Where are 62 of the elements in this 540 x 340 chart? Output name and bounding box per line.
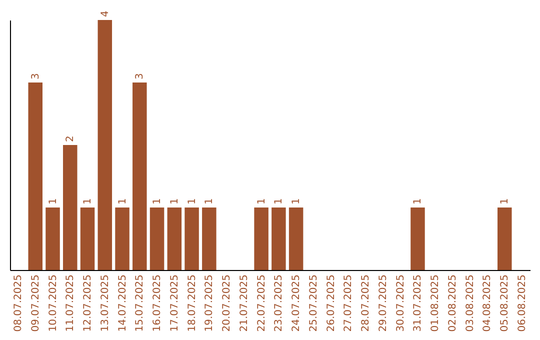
bar: [254, 208, 268, 270]
x-tick-label: 31.07.2025: [412, 274, 424, 332]
bar: [115, 208, 130, 270]
x-tick-label: 25.07.2025: [308, 274, 320, 332]
data-label: 1: [256, 198, 268, 204]
bar: [202, 208, 216, 270]
bar: [410, 208, 425, 270]
data-label: 1: [152, 198, 164, 204]
bar: [272, 208, 286, 270]
x-tick-label: 21.07.2025: [238, 274, 250, 332]
bar: [167, 208, 182, 270]
x-tick-label: 27.07.2025: [343, 274, 354, 332]
data-label: 1: [48, 198, 59, 204]
data-label: 1: [186, 198, 198, 204]
x-tick-label: 26.07.2025: [326, 274, 337, 332]
x-tick-label: 11.07.2025: [65, 274, 76, 332]
x-tick-label: 03.08.2025: [464, 274, 476, 332]
data-label: 2: [65, 136, 76, 142]
x-tick-label: 14.07.2025: [117, 274, 128, 332]
x-tick-label: 01.08.2025: [430, 274, 442, 332]
x-tick-label: 12.07.2025: [82, 274, 94, 332]
bar: [80, 208, 95, 270]
x-tick-label: 05.08.2025: [500, 274, 511, 332]
bar: [28, 82, 42, 270]
x-tick-label: 09.07.2025: [30, 274, 42, 332]
data-label: 1: [204, 198, 216, 204]
x-tick-label: 18.07.2025: [186, 274, 198, 332]
x-tick-label: 06.08.2025: [517, 274, 528, 332]
data-label: 4: [100, 10, 111, 17]
x-tick-label: 16.07.2025: [152, 274, 164, 332]
bar: [498, 208, 512, 270]
bar: [63, 145, 78, 270]
bar: [288, 208, 304, 270]
data-label: 1: [274, 198, 285, 204]
x-tick-label: 10.07.2025: [48, 274, 59, 332]
data-label: 1: [500, 198, 511, 204]
x-tick-label: 24.07.2025: [291, 274, 302, 332]
x-tick-label: 29.07.2025: [378, 274, 389, 332]
x-tick-label: 13.07.2025: [100, 274, 111, 332]
data-label: 1: [117, 198, 128, 204]
bar: [98, 20, 112, 270]
data-label: 1: [169, 198, 180, 204]
data-label: 3: [134, 73, 146, 80]
x-tick-label: 30.07.2025: [395, 274, 406, 332]
x-tick-label: 23.07.2025: [274, 274, 285, 332]
bar: [150, 208, 164, 270]
bar: [132, 82, 147, 270]
data-label: 1: [412, 198, 424, 204]
bar: [184, 208, 199, 270]
x-tick-label: 17.07.2025: [169, 274, 180, 332]
x-tick-label: 20.07.2025: [222, 274, 233, 332]
bar: [46, 208, 60, 270]
x-tick-label: 04.08.2025: [482, 274, 494, 332]
x-tick-label: 28.07.2025: [360, 274, 372, 332]
data-label: 1: [291, 198, 302, 204]
data-label: 3: [30, 73, 42, 80]
x-tick-label: 22.07.2025: [256, 274, 268, 332]
x-tick-label: 08.07.2025: [12, 274, 24, 332]
x-tick-label: 19.07.2025: [204, 274, 216, 332]
data-label: 1: [82, 198, 94, 204]
x-tick-label: 02.08.2025: [447, 274, 458, 332]
x-tick-label: 15.07.2025: [134, 274, 146, 332]
